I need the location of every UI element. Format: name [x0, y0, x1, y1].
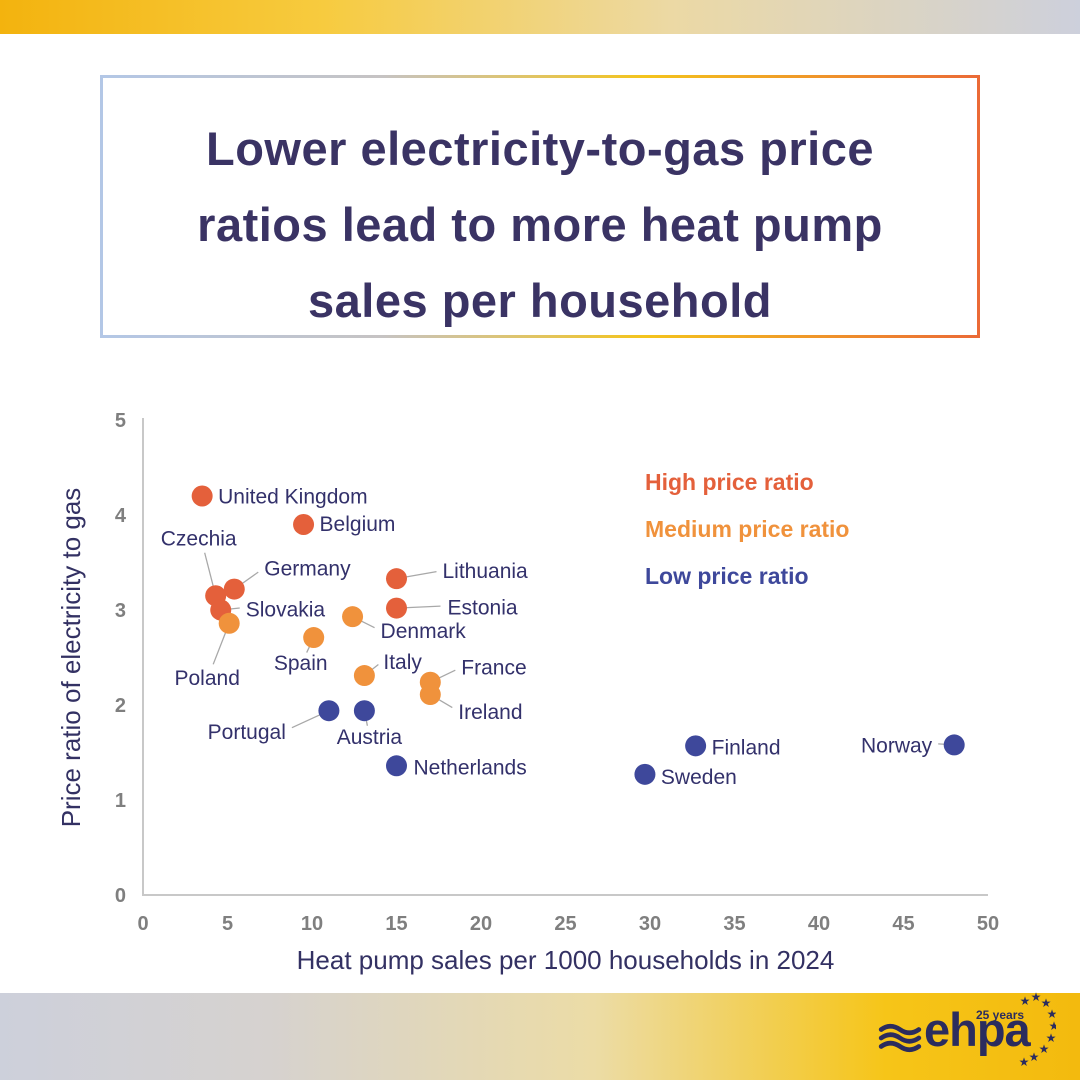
point-label-lithuania: Lithuania [443, 560, 529, 583]
point-label-netherlands: Netherlands [414, 756, 527, 779]
svg-text:★: ★ [1049, 1019, 1056, 1033]
point-label-czechia: Czechia [161, 527, 237, 550]
y-tick-label: 2 [115, 695, 126, 717]
x-tick-label: 25 [554, 913, 576, 935]
point-portugal [318, 700, 340, 722]
point-label-norway: Norway [861, 734, 933, 757]
y-tick-label: 5 [115, 410, 126, 432]
point-label-slovakia: Slovakia [246, 599, 326, 622]
y-tick-label: 3 [115, 600, 126, 622]
ehpa-logo: ehpa 25 years ★ ★ ★ ★ ★ ★ ★ ★ ★ [878, 992, 1056, 1074]
point-united-kingdom [191, 485, 213, 507]
x-tick-label: 35 [723, 913, 745, 935]
point-denmark [342, 606, 364, 628]
legend-item-low: Low price ratio [645, 563, 809, 589]
point-label-denmark: Denmark [381, 620, 467, 643]
point-label-france: France [461, 657, 526, 680]
point-label-sweden: Sweden [661, 766, 737, 789]
point-label-finland: Finland [712, 736, 781, 759]
stars-circle-icon: ★ ★ ★ ★ ★ ★ ★ ★ ★ [1019, 992, 1056, 1069]
point-label-italy: Italy [383, 651, 422, 674]
point-spain [303, 627, 325, 649]
point-finland [685, 735, 707, 757]
point-label-portugal: Portugal [208, 721, 286, 744]
x-tick-label: 50 [977, 913, 999, 935]
point-label-austria: Austria [337, 726, 403, 749]
point-label-germany: Germany [264, 558, 351, 581]
svg-text:★: ★ [1019, 1055, 1030, 1069]
svg-text:★: ★ [1029, 1050, 1040, 1064]
point-label-spain: Spain [274, 652, 328, 675]
point-label-united-kingdom: United Kingdom [218, 486, 367, 509]
legend-item-high: High price ratio [645, 469, 814, 495]
x-tick-label: 40 [808, 913, 830, 935]
logo-brand-text: ehpa [924, 1003, 1031, 1056]
point-belgium [293, 514, 315, 535]
point-ireland [419, 684, 441, 706]
point-norway [943, 734, 965, 756]
x-tick-label: 45 [892, 913, 914, 935]
x-tick-label: 10 [301, 913, 323, 935]
point-poland [218, 612, 240, 634]
legend-item-medium: Medium price ratio [645, 516, 849, 542]
top-gradient-bar [0, 0, 1080, 34]
point-label-belgium: Belgium [320, 513, 396, 536]
x-tick-label: 15 [385, 913, 407, 935]
svg-text:★: ★ [1047, 1007, 1056, 1021]
logo-badge-text: 25 years [976, 1008, 1025, 1022]
point-label-ireland: Ireland [458, 701, 522, 724]
svg-text:★: ★ [1046, 1031, 1056, 1045]
y-tick-label: 0 [115, 885, 126, 907]
svg-text:★: ★ [1041, 996, 1052, 1010]
x-tick-label: 30 [639, 913, 661, 935]
point-italy [353, 665, 375, 687]
page-title-line-1: Lower electricity-to-gas price [206, 122, 874, 175]
x-tick-label: 0 [137, 913, 148, 935]
x-tick-label: 20 [470, 913, 492, 935]
page-title-line-2: ratios lead to more heat pump [197, 198, 883, 251]
title-box: Lower electricity-to-gas price ratios le… [100, 75, 980, 338]
point-estonia [386, 597, 407, 619]
page-title-line-3: sales per household [308, 274, 772, 327]
point-lithuania [386, 568, 407, 590]
svg-text:★: ★ [1031, 992, 1042, 1004]
y-tick-label: 4 [115, 505, 127, 527]
point-austria [353, 700, 375, 722]
svg-text:★: ★ [1020, 994, 1031, 1008]
x-axis-title: Heat pump sales per 1000 households in 2… [297, 945, 835, 975]
point-netherlands [386, 755, 407, 777]
svg-text:★: ★ [1039, 1042, 1050, 1056]
bottom-gradient-bar: ehpa 25 years ★ ★ ★ ★ ★ ★ ★ ★ ★ [0, 992, 1080, 1080]
x-tick-label: 5 [222, 913, 233, 935]
y-tick-label: 1 [115, 790, 126, 812]
y-axis-title: Price ratio of electricity to gas [56, 488, 86, 828]
waves-icon [878, 1023, 922, 1053]
point-label-poland: Poland [174, 667, 239, 690]
point-label-estonia: Estonia [448, 597, 518, 620]
axis-lines [142, 418, 988, 896]
point-sweden [634, 763, 656, 785]
point-germany [223, 578, 245, 600]
